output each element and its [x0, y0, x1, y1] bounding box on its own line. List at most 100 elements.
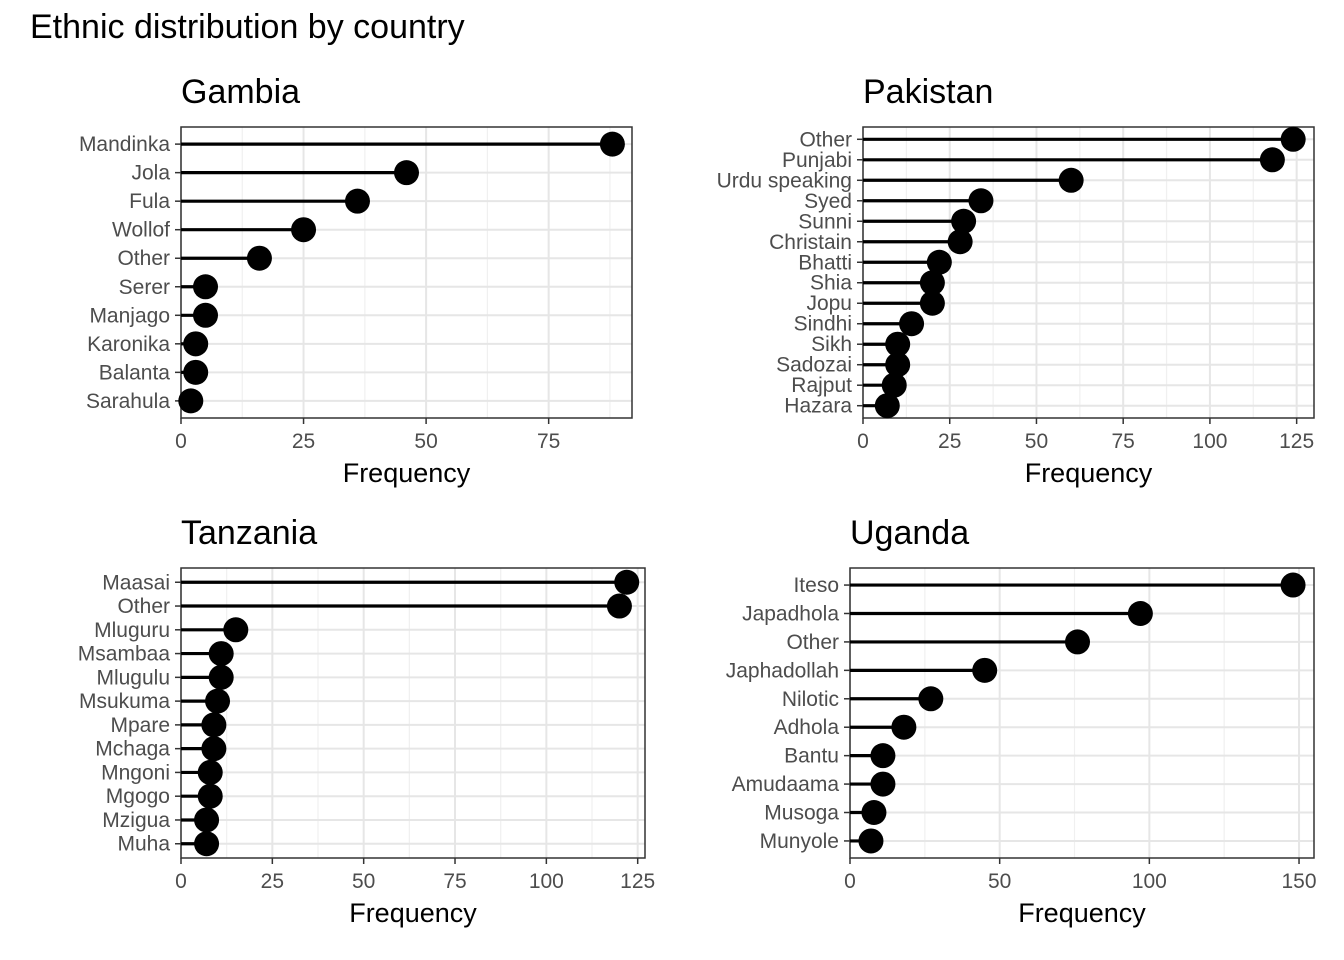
lollipop-point-amudaama — [870, 771, 896, 797]
category-label-syed: Syed — [804, 190, 852, 213]
lollipop-point-other — [1065, 629, 1091, 655]
category-label-other: Other — [786, 631, 839, 654]
lollipop-point-sadozai — [885, 352, 911, 378]
x-tick-label: 150 — [1282, 870, 1317, 893]
lollipop-point-punjabi — [1259, 147, 1285, 173]
category-label-sikh: Sikh — [811, 333, 852, 356]
category-label-manjago: Manjago — [89, 304, 170, 327]
category-label-hazara: Hazara — [784, 395, 852, 418]
x-tick-label: 0 — [844, 870, 856, 893]
lollipop-point-other — [1280, 126, 1306, 152]
category-label-fula: Fula — [129, 190, 170, 213]
x-tick-label: 75 — [443, 870, 466, 893]
category-label-musoga: Musoga — [764, 802, 839, 825]
category-label-iteso: Iteso — [793, 574, 839, 597]
lollipop-point-nilotic — [918, 686, 944, 712]
x-tick-label: 25 — [938, 430, 961, 453]
category-label-muha: Muha — [117, 833, 170, 856]
category-label-japadhola: Japadhola — [742, 602, 839, 625]
panel-title: Gambia — [181, 73, 300, 111]
category-label-urdu-speaking: Urdu speaking — [717, 169, 852, 192]
x-tick-label: 25 — [261, 870, 284, 893]
category-label-wollof: Wollof — [112, 219, 170, 242]
category-label-mzigua: Mzigua — [102, 809, 170, 832]
lollipop-point-hazara — [874, 393, 900, 419]
lollipop-point-mngoni — [197, 759, 223, 785]
category-label-bantu: Bantu — [784, 745, 839, 768]
category-label-mngoni: Mngoni — [101, 761, 170, 784]
x-tick-label: 0 — [175, 870, 187, 893]
panel-gambia: Gambia Mandinka Jola Fula Wollof Other Serer Ma… — [79, 73, 633, 488]
lollipop-point-sunni — [951, 208, 977, 234]
lollipop-point-mgogo — [197, 783, 223, 809]
panel-border — [862, 126, 1315, 419]
x-axis-title: Frequency — [1018, 898, 1146, 928]
panel-border — [849, 567, 1315, 859]
x-tick-label: 0 — [857, 430, 869, 453]
category-label-maasai: Maasai — [102, 571, 170, 594]
category-label-sunni: Sunni — [798, 210, 852, 233]
category-label-karonika: Karonika — [87, 333, 170, 356]
lollipop-point-msambaa — [208, 641, 234, 667]
category-label-mluguru: Mluguru — [94, 619, 170, 642]
lollipop-point-maasai — [614, 569, 640, 595]
x-axis-title: Frequency — [1025, 458, 1153, 488]
lollipop-point-sindhi — [899, 311, 925, 337]
category-label-adhola: Adhola — [774, 716, 840, 739]
lollipop-point-manjago — [193, 302, 219, 328]
lollipop-point-other — [606, 593, 632, 619]
lollipop-point-muha — [194, 831, 220, 857]
category-label-jola: Jola — [131, 162, 170, 185]
panel-title: Uganda — [850, 514, 969, 552]
x-tick-label: 125 — [1279, 430, 1314, 453]
category-label-serer: Serer — [119, 276, 170, 299]
lollipop-point-mluguru — [223, 617, 249, 643]
lollipop-point-syed — [968, 188, 994, 214]
lollipop-point-balanta — [183, 359, 209, 385]
lollipop-point-urdu-speaking — [1058, 167, 1084, 193]
category-label-mgogo: Mgogo — [106, 785, 170, 808]
x-tick-label: 75 — [537, 430, 560, 453]
lollipop-point-japhadollah — [972, 657, 998, 683]
lollipop-point-serer — [193, 274, 219, 300]
lollipop-point-jola — [394, 160, 419, 186]
lollipop-point-musoga — [861, 800, 887, 826]
lollipop-point-mzigua — [194, 807, 220, 833]
x-tick-label: 100 — [1132, 870, 1167, 893]
category-label-mpare: Mpare — [110, 714, 170, 737]
lollipop-point-mandinka — [599, 131, 625, 157]
lollipop-point-bantu — [870, 743, 896, 769]
category-label-japhadollah: Japhadollah — [726, 659, 839, 682]
category-label-nilotic: Nilotic — [782, 688, 839, 711]
lollipop-point-bhatti — [926, 249, 952, 275]
x-tick-label: 125 — [620, 870, 655, 893]
category-label-rajput: Rajput — [791, 374, 852, 397]
category-label-msukuma: Msukuma — [79, 690, 170, 713]
panel-border — [180, 567, 646, 859]
panel-border — [180, 126, 633, 419]
category-label-sarahula: Sarahula — [86, 390, 170, 413]
category-label-other: Other — [117, 595, 170, 618]
x-tick-label: 50 — [414, 430, 437, 453]
category-label-punjabi: Punjabi — [782, 149, 852, 172]
category-label-sindhi: Sindhi — [794, 313, 852, 336]
category-label-other: Other — [117, 247, 170, 270]
lollipop-point-jopu — [919, 290, 945, 316]
category-label-jopu: Jopu — [806, 292, 852, 315]
category-label-msambaa: Msambaa — [78, 643, 171, 666]
category-label-mandinka: Mandinka — [79, 133, 170, 156]
panel-title: Tanzania — [181, 514, 317, 552]
x-tick-label: 50 — [1025, 430, 1048, 453]
category-label-christain: Christain — [769, 231, 852, 254]
lollipop-point-mpare — [201, 712, 227, 738]
category-label-balanta: Balanta — [99, 361, 171, 384]
lollipop-point-msukuma — [205, 688, 231, 714]
x-tick-label: 50 — [352, 870, 375, 893]
lollipop-point-mlugulu — [208, 664, 234, 690]
lollipop-point-iteso — [1280, 572, 1306, 598]
category-label-munyole: Munyole — [760, 830, 839, 853]
panel-tanzania: Tanzania MaasaiOtherMluguruMsambaaMlugulu… — [78, 514, 655, 928]
x-axis-title: Frequency — [343, 458, 471, 488]
panel-uganda: Uganda Iteso Japadhola Other Japhadollah Nilo… — [726, 514, 1317, 928]
